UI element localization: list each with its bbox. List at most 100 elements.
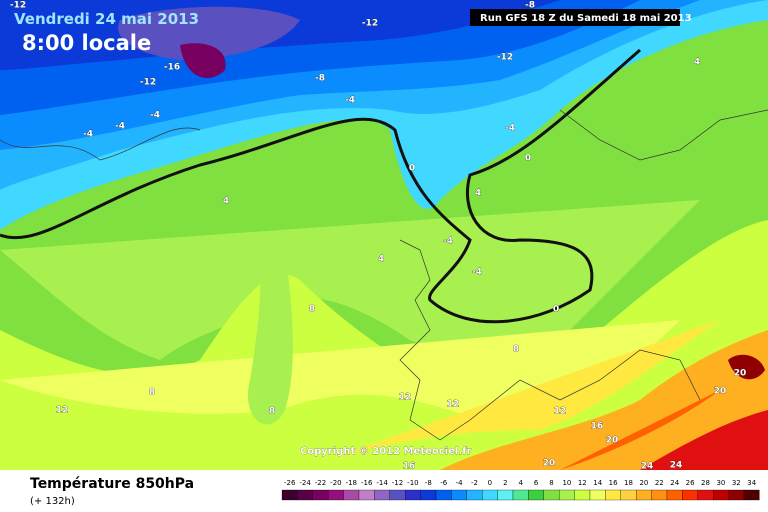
- contour-label: 16: [591, 422, 604, 432]
- temperature-field: [0, 0, 768, 470]
- color-scale: -26 -24 -22 -20 -18 -16 -14 -12 -10 -8 -6 -4 -2 0 2 4 6 8…: [281, 479, 760, 501]
- scale-swatch: [405, 489, 421, 501]
- scale-swatch: [512, 489, 529, 501]
- contour-label: -16: [164, 63, 180, 73]
- contour-label: 4: [475, 189, 481, 199]
- contour-label: -12: [497, 53, 513, 63]
- run-box: [470, 9, 680, 26]
- valid-date: Vendredi 24 mai 2013: [14, 10, 199, 28]
- scale-label: -22: [315, 479, 326, 487]
- scale-label: 6: [534, 479, 539, 487]
- scale-swatch: [420, 489, 437, 501]
- scale-label: 18: [624, 479, 633, 487]
- scale-swatch: [620, 489, 637, 501]
- scale-swatch: [728, 489, 745, 501]
- contour-label: 8: [309, 305, 315, 315]
- contour-label: 12: [554, 407, 567, 417]
- contour-label: -4: [115, 122, 125, 132]
- contour-label: 8: [513, 345, 519, 355]
- scale-swatch: [343, 489, 360, 501]
- copyright: Copyright © 2012 Meteociel.fr: [300, 446, 471, 457]
- contour-label: -4: [345, 96, 355, 106]
- scale-swatch: [651, 489, 668, 501]
- scale-label: 2: [503, 479, 507, 487]
- scale-swatch: [312, 489, 329, 501]
- scale-swatch: [636, 489, 652, 501]
- contour-label: 20: [734, 369, 747, 379]
- contour-label: 12: [399, 393, 412, 403]
- contour-label: 20: [543, 459, 556, 469]
- contour-labels: -12 -12 -16 -12 -8 -12 -8 -4 -4 -4 -4 -4 4 0 0 4 4 -4 -4 4 8…: [10, 0, 747, 472]
- scale-label: 22: [655, 479, 664, 487]
- contour-label: -4: [83, 130, 93, 140]
- scale-swatch: [559, 489, 575, 501]
- scale-label: 10: [562, 479, 571, 487]
- scale-swatch: [451, 489, 467, 501]
- contour-label: 16: [403, 462, 416, 472]
- scale-label: 12: [578, 479, 587, 487]
- contour-label: -12: [362, 19, 378, 29]
- contour-label: -8: [315, 74, 325, 84]
- scale-swatch: [435, 489, 452, 501]
- contour-label: -4: [443, 237, 453, 247]
- scale-swatch: [574, 489, 591, 501]
- coastlines: [0, 109, 768, 441]
- scale-swatch: [358, 489, 375, 501]
- contour-label: -12: [140, 78, 156, 88]
- scale-label: -12: [392, 479, 403, 487]
- contour-label: -4: [150, 111, 160, 121]
- scale-label: 16: [609, 479, 618, 487]
- contour-label: 8: [149, 388, 155, 398]
- contour-label: -4: [472, 268, 482, 278]
- scale-label: -8: [425, 479, 432, 487]
- scale-swatch: [328, 489, 344, 501]
- contour-label: 0: [553, 305, 559, 315]
- contour-label: 20: [606, 436, 619, 446]
- scale-label: -6: [440, 479, 448, 487]
- scale-label: 24: [670, 479, 679, 487]
- contour-label: 12: [56, 406, 69, 416]
- contour-label: 4: [694, 58, 700, 68]
- scale-label: 34: [747, 479, 756, 487]
- scale-label: 28: [701, 479, 710, 487]
- scale-swatch: [466, 489, 483, 501]
- scale-label: -10: [407, 479, 418, 487]
- valid-time: 8:00 locale: [22, 31, 151, 55]
- scale-label: -2: [471, 479, 478, 487]
- scale-swatch: [605, 489, 621, 501]
- scale-swatch: [589, 489, 606, 501]
- contour-label: 24: [641, 462, 654, 472]
- scale-label: 26: [686, 479, 695, 487]
- lead-time: (+ 132h): [30, 496, 75, 507]
- scale-label: 4: [518, 479, 523, 487]
- contour-label: -12: [10, 1, 26, 11]
- scale-swatch: [666, 489, 683, 501]
- scale-swatch: [543, 489, 560, 501]
- scale-label: -4: [456, 479, 464, 487]
- scale-label: -26: [284, 479, 296, 487]
- scale-swatch: [743, 489, 760, 501]
- contour-label: 4: [378, 255, 384, 265]
- scale-swatch: [682, 489, 698, 501]
- contour-label: 24: [670, 461, 683, 471]
- contour-label: -4: [505, 124, 515, 134]
- scale-label: 8: [549, 479, 553, 487]
- scale-label: 20: [639, 479, 648, 487]
- field-title: Température 850hPa: [30, 476, 194, 492]
- scale-label: 14: [593, 479, 602, 487]
- scale-label: 0: [488, 479, 492, 487]
- scale-label: -14: [376, 479, 388, 487]
- scale-swatch: [497, 489, 514, 501]
- scale-swatch: [713, 489, 729, 501]
- scale-label: -18: [346, 479, 357, 487]
- contour-label: 20: [714, 387, 727, 397]
- scale-swatch: [374, 489, 390, 501]
- scale-label: 32: [732, 479, 741, 487]
- scale-label: -24: [299, 479, 311, 487]
- scale-swatch: [697, 489, 714, 501]
- scale-label: 30: [716, 479, 725, 487]
- scale-label: -20: [330, 479, 341, 487]
- zero-isotherm: [0, 48, 641, 324]
- contour-label: 0: [409, 164, 415, 174]
